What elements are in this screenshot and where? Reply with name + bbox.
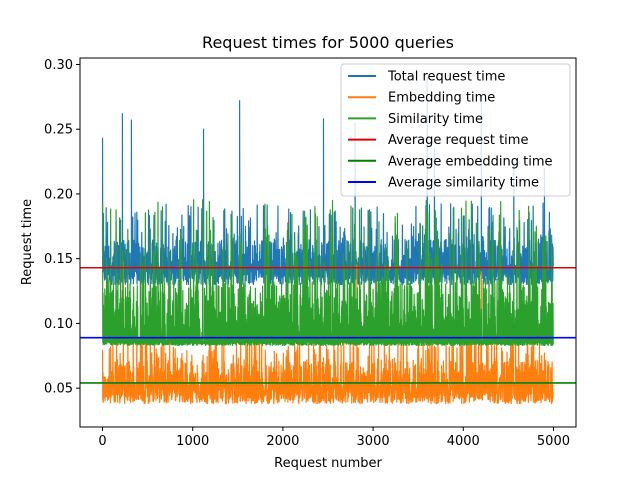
legend-label: Similarity time — [388, 112, 483, 127]
plot-frame — [79, 57, 577, 428]
legend-label: Average request time — [388, 133, 528, 148]
series-line-embedding-time — [101, 249, 554, 405]
x-tick-label: 5000 — [537, 434, 570, 449]
legend-label: Average similarity time — [388, 176, 539, 191]
y-axis-label: Request time — [20, 199, 35, 285]
legend: Total request time Embedding time Similari… — [340, 63, 571, 197]
chart-title: Request times for 5000 queries — [202, 33, 454, 52]
legend-box — [340, 63, 571, 197]
plot-series-group — [80, 76, 576, 405]
x-tick-label: 0 — [98, 434, 106, 449]
plot-area — [79, 57, 577, 428]
y-tick-label: 0.15 — [44, 252, 73, 267]
legend-label: Average embedding time — [388, 154, 553, 169]
x-tick-label: 2000 — [266, 434, 299, 449]
y-tick-label: 0.05 — [44, 382, 73, 397]
y-tick-label: 0.30 — [44, 58, 73, 73]
x-tick-label: 3000 — [357, 434, 390, 449]
y-tick-label: 0.20 — [44, 187, 73, 202]
y-tick-label: 0.10 — [44, 317, 73, 332]
x-axis-ticks: 0 1000 2000 3000 4000 5000 — [98, 427, 570, 449]
x-axis-label: Request number — [274, 456, 382, 471]
x-tick-label: 4000 — [447, 434, 480, 449]
legend-label: Total request time — [387, 70, 505, 85]
series-line-similarity-time — [101, 199, 554, 347]
y-tick-label: 0.25 — [44, 123, 73, 138]
x-tick-label: 1000 — [176, 434, 209, 449]
legend-label: Embedding time — [388, 91, 495, 106]
y-axis-ticks: 0.05 0.10 0.15 0.20 0.25 0.30 — [44, 58, 80, 397]
